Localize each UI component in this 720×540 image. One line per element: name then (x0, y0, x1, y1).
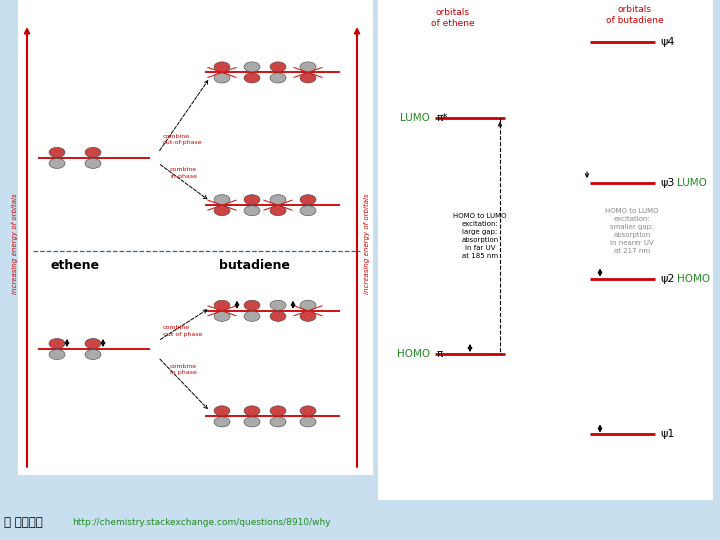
Text: π: π (437, 349, 444, 359)
Text: LUMO: LUMO (677, 178, 707, 188)
Text: LUMO: LUMO (400, 113, 430, 123)
Bar (18, 0, 373, 475)
Ellipse shape (85, 158, 101, 168)
Ellipse shape (270, 73, 286, 83)
Ellipse shape (244, 206, 260, 216)
Ellipse shape (244, 406, 260, 416)
Ellipse shape (214, 417, 230, 427)
Ellipse shape (244, 194, 260, 205)
Ellipse shape (85, 349, 101, 360)
Ellipse shape (270, 62, 286, 72)
Ellipse shape (300, 194, 316, 205)
Text: HOMO: HOMO (397, 349, 430, 359)
Text: HOMO to LUMO
excitation:
large gap:
absorption
in far UV
at 185 nm: HOMO to LUMO excitation: large gap: abso… (454, 213, 507, 259)
Ellipse shape (49, 339, 65, 348)
Ellipse shape (270, 417, 286, 427)
Text: combine
in phase: combine in phase (170, 363, 197, 375)
Ellipse shape (214, 62, 230, 72)
Ellipse shape (270, 300, 286, 310)
Ellipse shape (49, 349, 65, 360)
Ellipse shape (300, 300, 316, 310)
Ellipse shape (300, 206, 316, 216)
Text: orbitals
of butadiene: orbitals of butadiene (606, 5, 664, 25)
Ellipse shape (244, 62, 260, 72)
Text: HOMO: HOMO (677, 274, 710, 284)
Ellipse shape (244, 73, 260, 83)
Ellipse shape (214, 300, 230, 310)
Ellipse shape (300, 406, 316, 416)
Text: ψ2: ψ2 (660, 274, 675, 284)
Text: HOMO to LUMO
excitation:
smaller gap:
absorption
in nearer UV
at 217 nm: HOMO to LUMO excitation: smaller gap: ab… (606, 208, 659, 254)
Text: combine
out of phase: combine out of phase (163, 325, 202, 336)
Ellipse shape (244, 311, 260, 321)
Ellipse shape (300, 417, 316, 427)
Text: ethene: ethene (50, 260, 99, 273)
Text: butadiene: butadiene (220, 260, 290, 273)
Text: combine
in-phase: combine in-phase (170, 167, 197, 179)
Ellipse shape (270, 311, 286, 321)
Ellipse shape (85, 339, 101, 348)
Ellipse shape (300, 62, 316, 72)
Ellipse shape (214, 311, 230, 321)
Ellipse shape (270, 206, 286, 216)
Ellipse shape (270, 406, 286, 416)
Ellipse shape (214, 194, 230, 205)
Ellipse shape (270, 194, 286, 205)
Text: ψ3: ψ3 (660, 178, 675, 188)
Text: http://chemistry.stackexchange.com/questions/8910/why: http://chemistry.stackexchange.com/quest… (72, 518, 330, 527)
Ellipse shape (244, 300, 260, 310)
Ellipse shape (214, 206, 230, 216)
Text: π*: π* (437, 113, 449, 123)
Ellipse shape (244, 417, 260, 427)
Ellipse shape (214, 73, 230, 83)
Bar (378, 0, 713, 500)
Text: ψ1: ψ1 (660, 429, 675, 440)
Ellipse shape (49, 147, 65, 157)
Text: increasing energy of orbitals: increasing energy of orbitals (12, 193, 18, 294)
Text: orbitals
of ethene: orbitals of ethene (431, 8, 474, 28)
Ellipse shape (214, 406, 230, 416)
Text: increasing energy of orbitals: increasing energy of orbitals (364, 193, 370, 294)
Ellipse shape (300, 73, 316, 83)
Text: combine
out-of-phase: combine out-of-phase (163, 134, 202, 145)
Text: 图 歐亞書局: 图 歐亞書局 (4, 516, 42, 529)
Ellipse shape (85, 147, 101, 157)
Text: ψ4: ψ4 (660, 37, 675, 47)
Ellipse shape (49, 158, 65, 168)
Ellipse shape (300, 311, 316, 321)
